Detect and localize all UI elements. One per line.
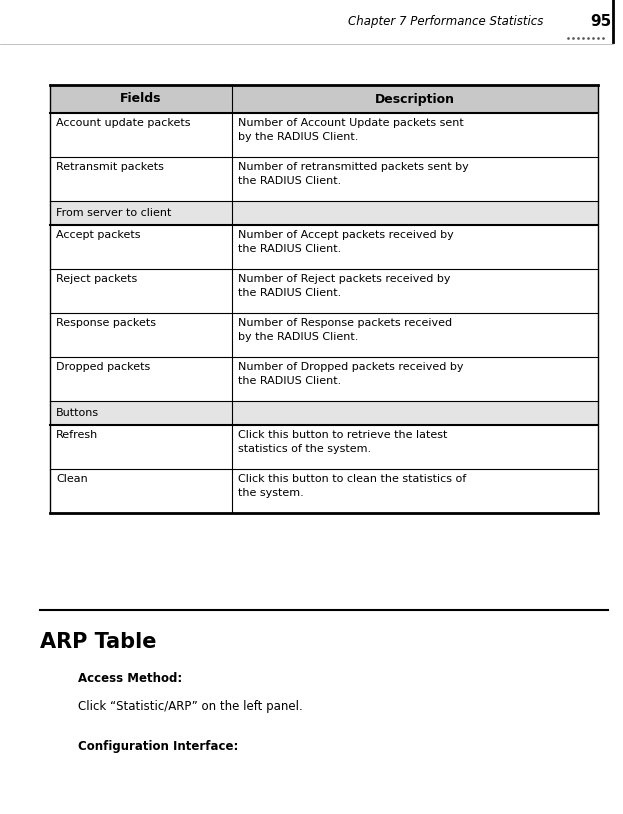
Text: Buttons: Buttons xyxy=(56,408,99,418)
Text: Number of retransmitted packets sent by
the RADIUS Client.: Number of retransmitted packets sent by … xyxy=(238,162,468,186)
Text: From server to client: From server to client xyxy=(56,208,171,218)
Text: Click this button to clean the statistics of
the system.: Click this button to clean the statistic… xyxy=(238,474,466,497)
Text: Description: Description xyxy=(375,93,455,106)
Text: 95: 95 xyxy=(591,15,612,29)
Text: Click “Statistic/ARP” on the left panel.: Click “Statistic/ARP” on the left panel. xyxy=(78,700,303,713)
Bar xyxy=(50,85,598,113)
Text: Response packets: Response packets xyxy=(56,318,156,328)
Text: Number of Reject packets received by
the RADIUS Client.: Number of Reject packets received by the… xyxy=(238,274,450,298)
Text: ARP Table: ARP Table xyxy=(40,632,156,652)
Bar xyxy=(50,401,598,425)
Text: Number of Dropped packets received by
the RADIUS Client.: Number of Dropped packets received by th… xyxy=(238,362,464,386)
Text: Access Method:: Access Method: xyxy=(78,672,183,685)
Text: Retransmit packets: Retransmit packets xyxy=(56,162,164,172)
Text: Click this button to retrieve the latest
statistics of the system.: Click this button to retrieve the latest… xyxy=(238,430,447,453)
Text: Reject packets: Reject packets xyxy=(56,274,137,284)
Text: Number of Account Update packets sent
by the RADIUS Client.: Number of Account Update packets sent by… xyxy=(238,118,464,142)
Text: Number of Accept packets received by
the RADIUS Client.: Number of Accept packets received by the… xyxy=(238,230,454,254)
Text: Refresh: Refresh xyxy=(56,430,98,440)
Text: Clean: Clean xyxy=(56,474,88,484)
Bar xyxy=(50,201,598,225)
Text: Configuration Interface:: Configuration Interface: xyxy=(78,740,239,753)
Text: Dropped packets: Dropped packets xyxy=(56,362,150,372)
Text: Chapter 7 Performance Statistics: Chapter 7 Performance Statistics xyxy=(348,15,543,28)
Text: Account update packets: Account update packets xyxy=(56,118,191,128)
Text: Fields: Fields xyxy=(120,93,162,106)
Text: Accept packets: Accept packets xyxy=(56,230,141,240)
Text: Number of Response packets received
by the RADIUS Client.: Number of Response packets received by t… xyxy=(238,318,452,342)
